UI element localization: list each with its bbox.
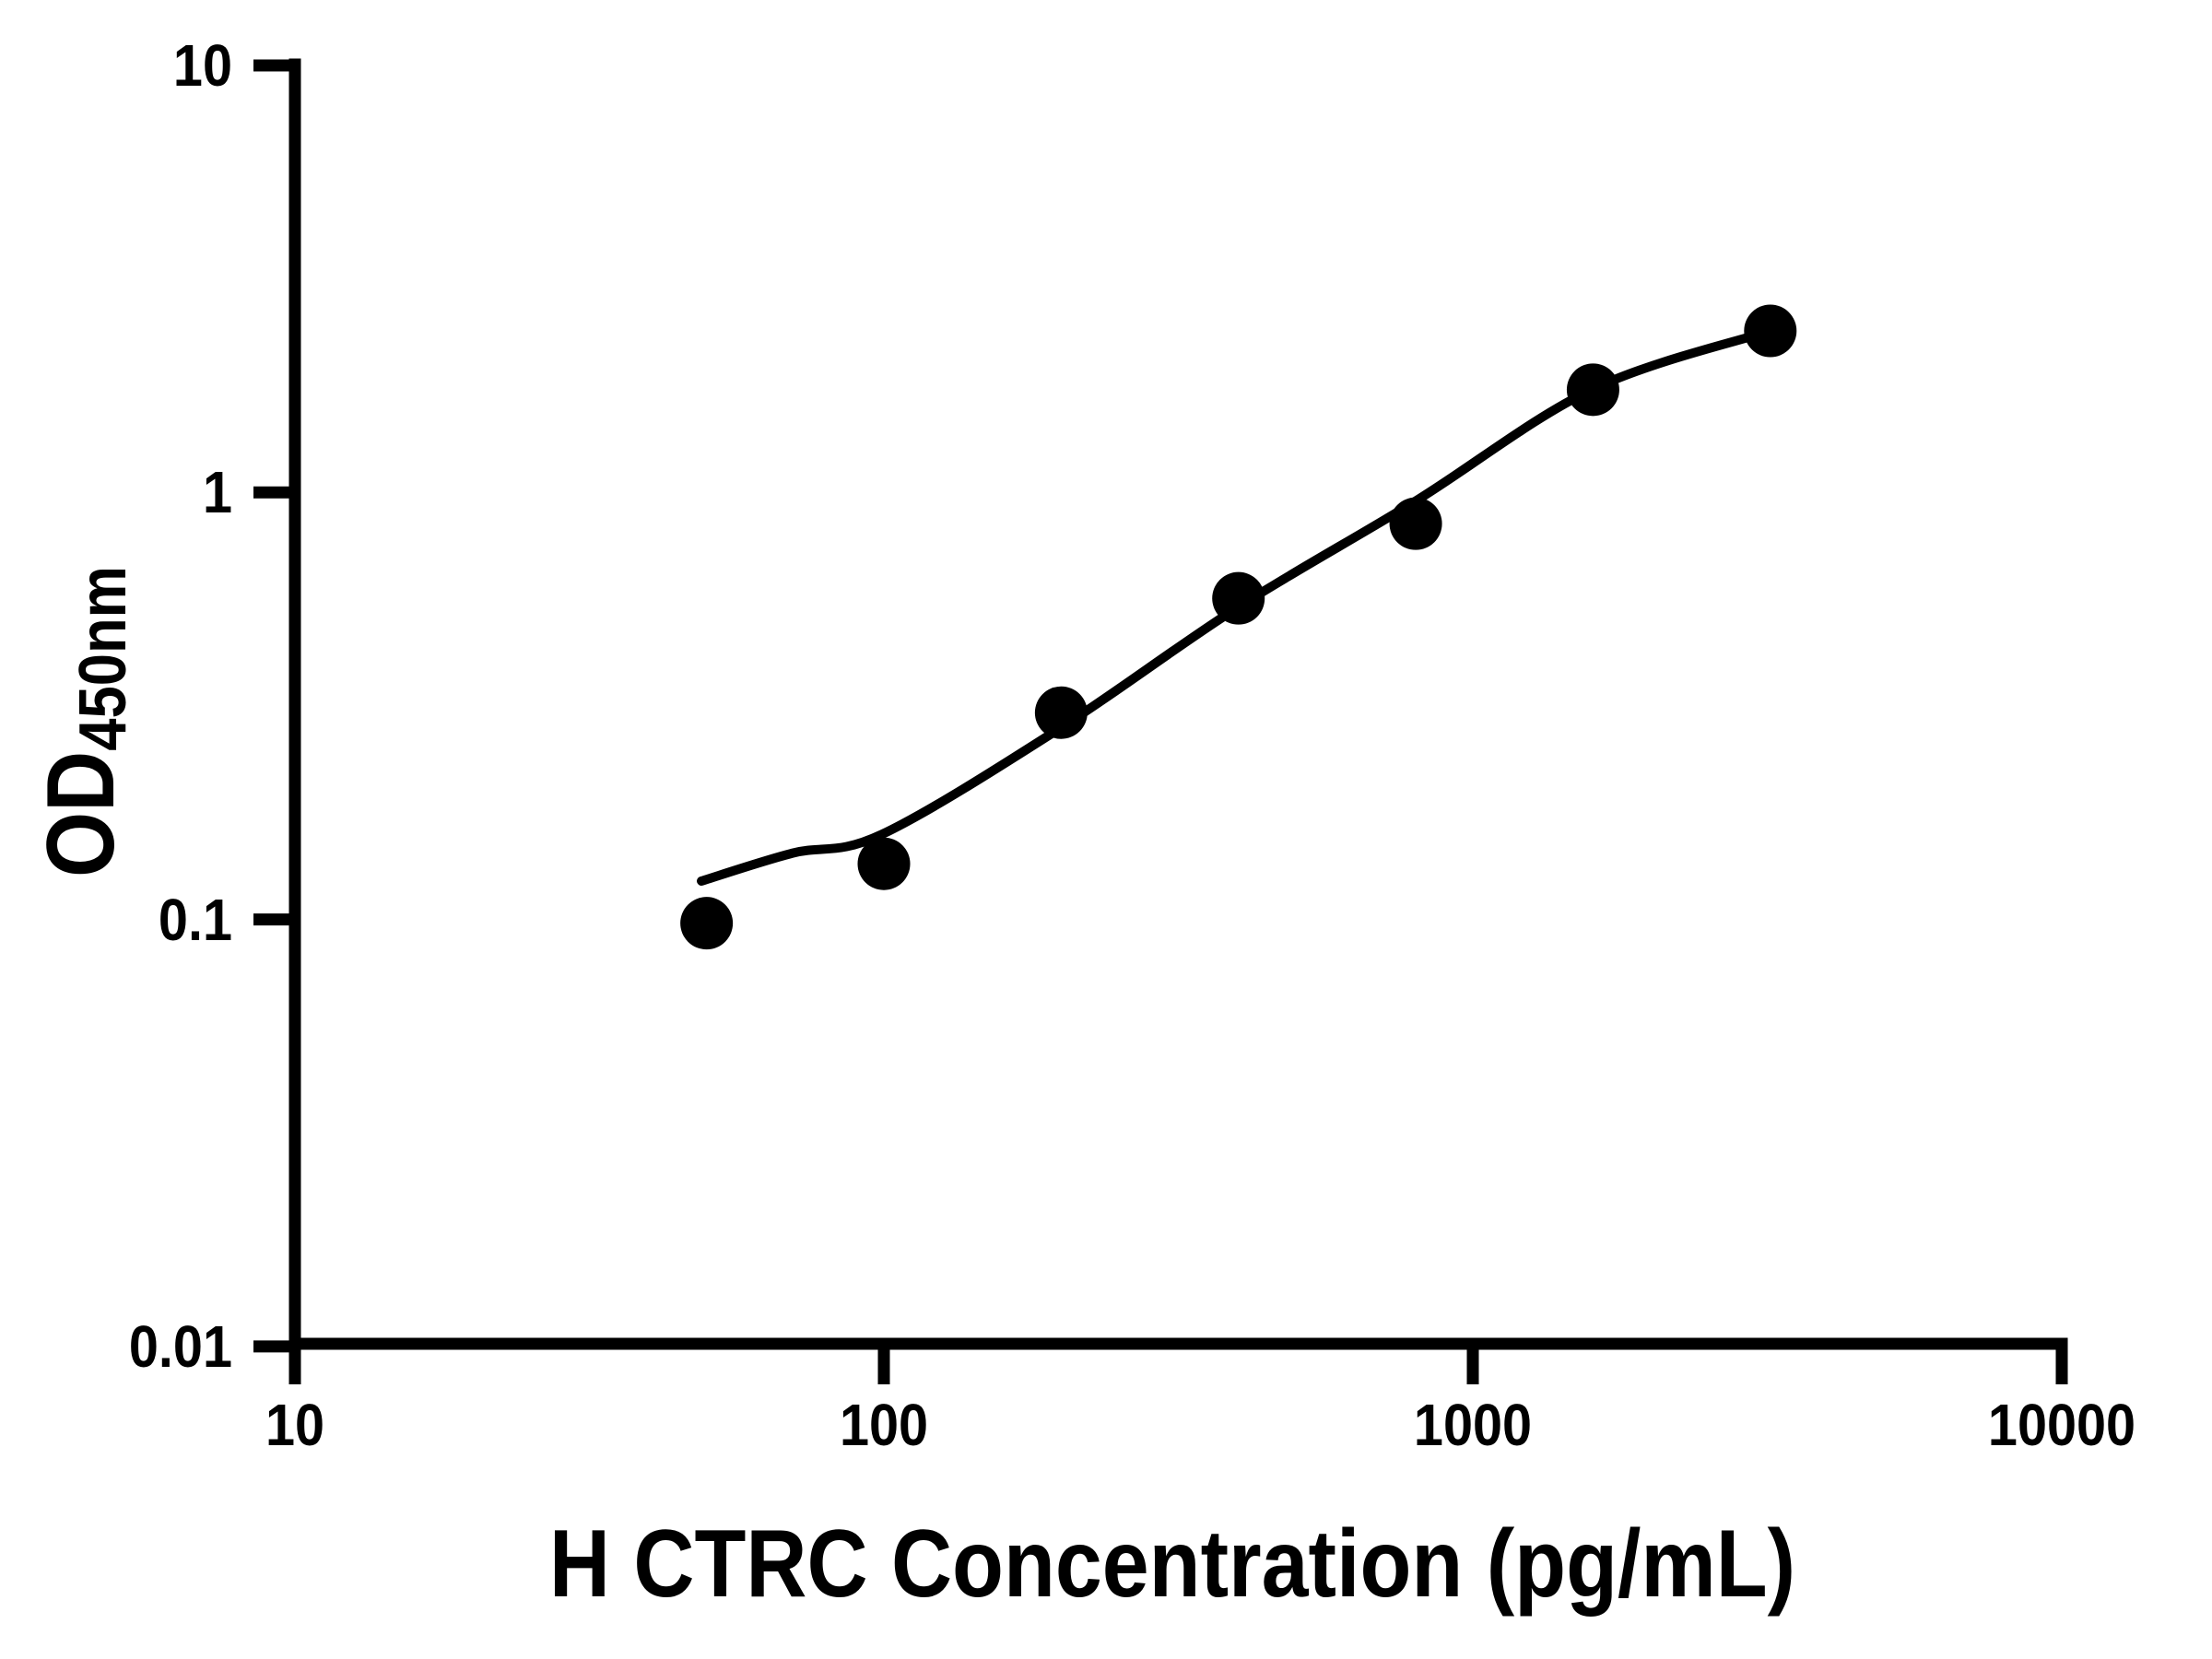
data-point-marker <box>680 897 734 950</box>
data-point-marker <box>1389 497 1442 550</box>
data-point-marker <box>1566 363 1619 417</box>
x-axis-title: H CTRC Concentration (pg/mL) <box>548 1511 1796 1618</box>
x-tick-label: 1000 <box>1413 1392 1533 1458</box>
data-point-marker <box>1034 686 1088 739</box>
y-axis-title-main: OD <box>28 750 135 878</box>
x-tick-label: 10000 <box>1987 1392 2136 1458</box>
data-point-marker <box>857 837 911 890</box>
y-axis-title: OD450nm <box>28 566 140 877</box>
y-tick-label: 0.1 <box>158 886 232 953</box>
y-tick-label: 1 <box>202 459 232 526</box>
y-tick-label: 0.01 <box>128 1312 232 1380</box>
y-axis-title-subscript: 450nm <box>66 565 140 751</box>
x-tick-label: 10 <box>265 1392 325 1458</box>
data-point-marker <box>1744 304 1797 358</box>
data-point-marker <box>1212 571 1265 625</box>
y-tick-label: 10 <box>172 32 232 99</box>
x-tick-label: 100 <box>839 1392 929 1458</box>
